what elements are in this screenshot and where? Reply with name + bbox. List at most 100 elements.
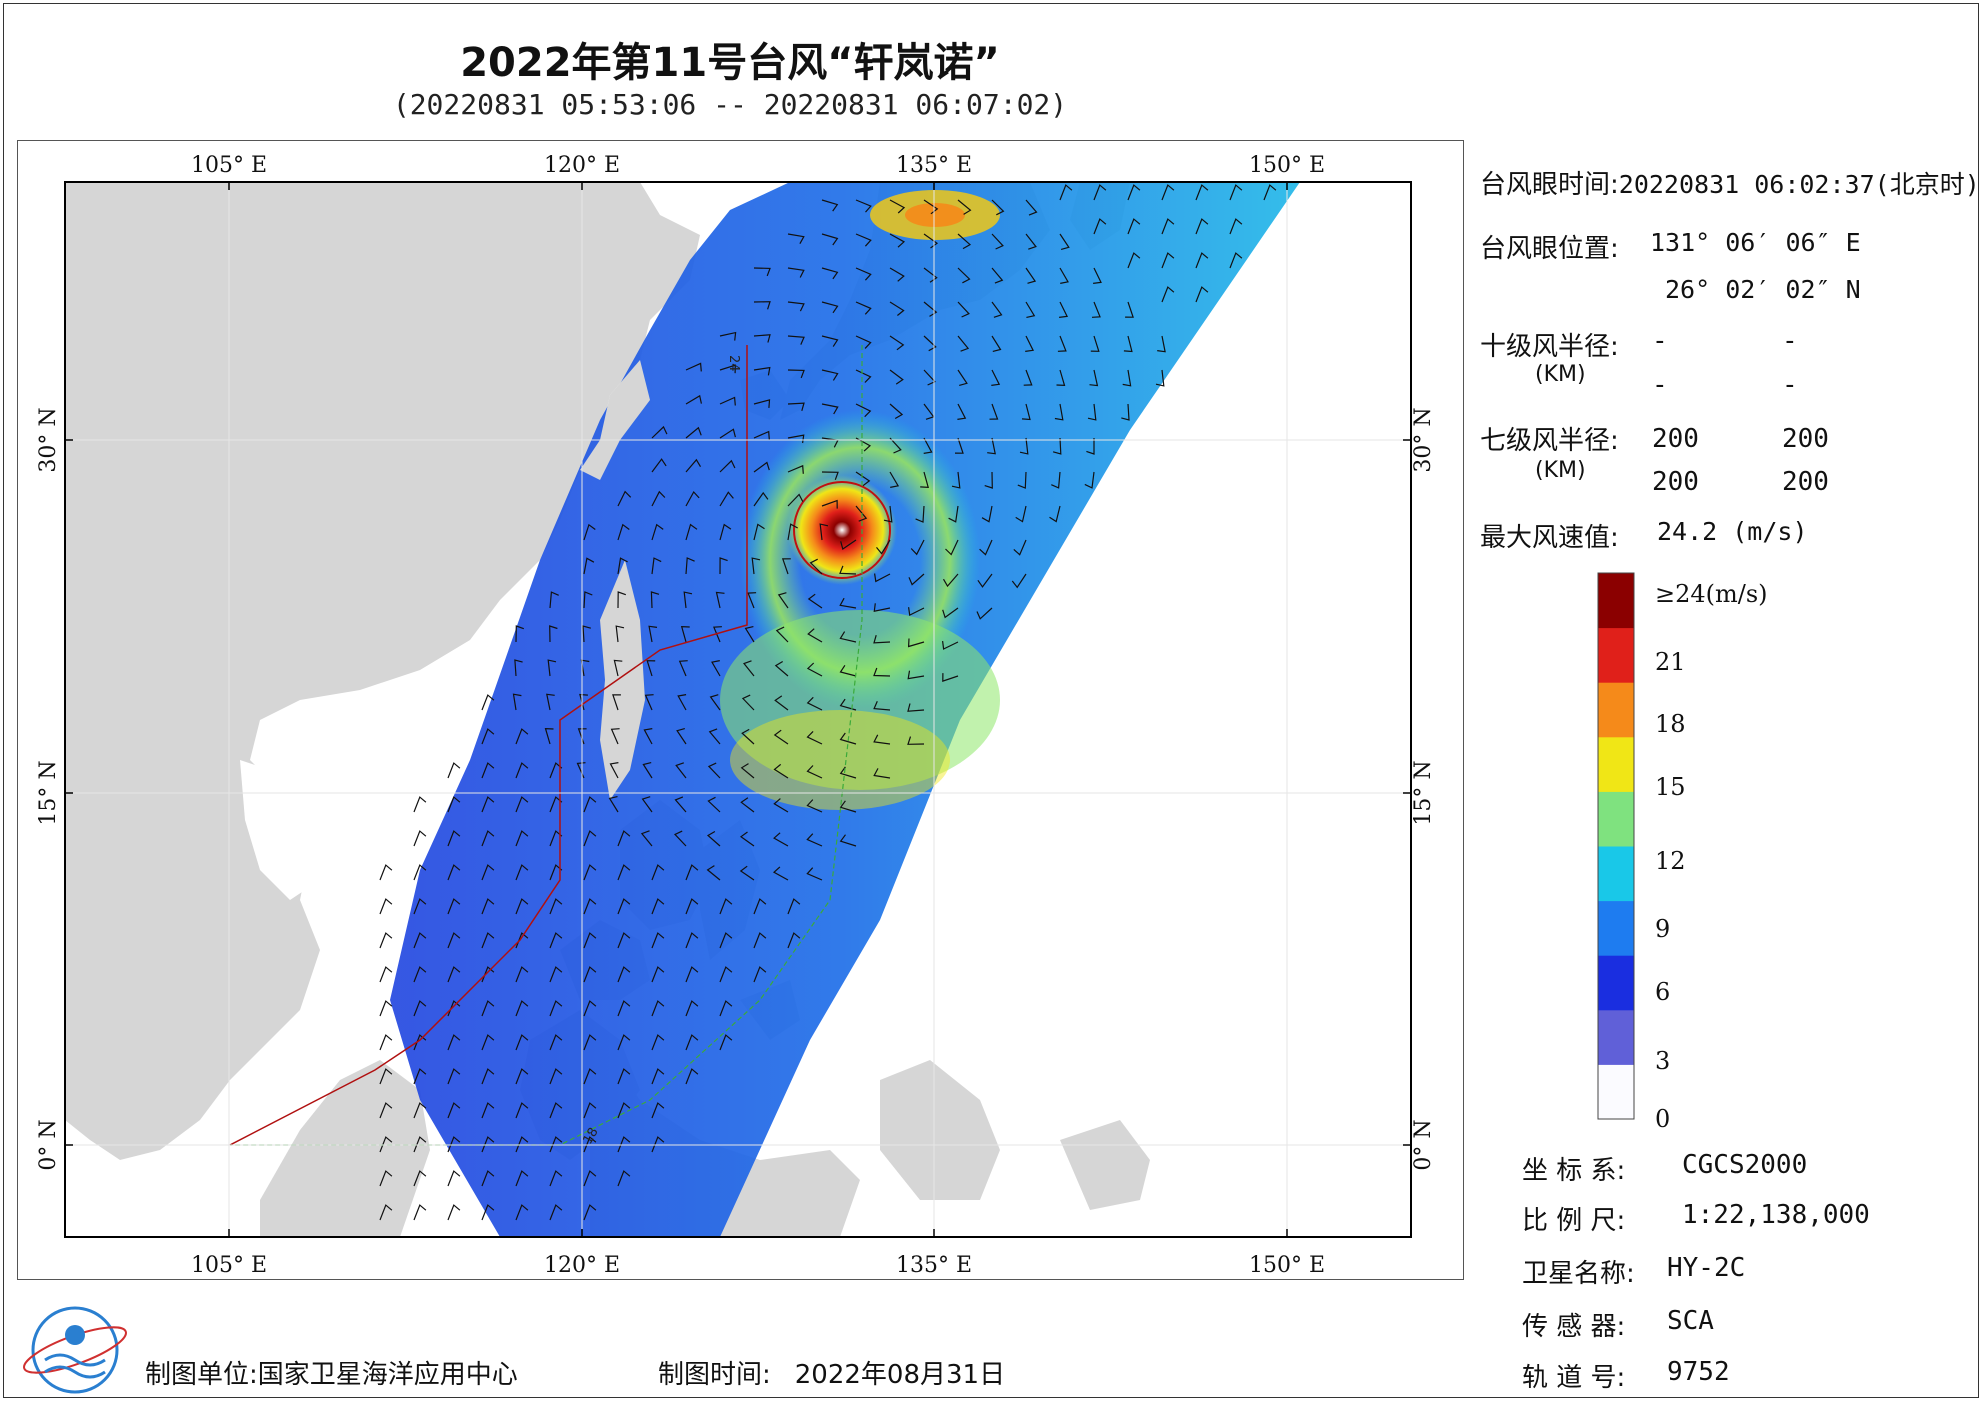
wind-barb (674, 796, 687, 813)
wind-barb (549, 625, 558, 643)
wind-barb (379, 1102, 393, 1119)
wind-barb (413, 1000, 427, 1017)
figure-border (3, 3, 1979, 1398)
wind-barb (651, 864, 665, 881)
top-lon-label-150: 150° E (1249, 153, 1325, 178)
r7-label: 七级风半径: (1480, 426, 1619, 456)
wind-barb (1125, 301, 1134, 318)
wind-barb (719, 1034, 733, 1051)
wind-barb (413, 932, 427, 949)
wind-barb (617, 1034, 631, 1051)
wind-barb (819, 523, 829, 541)
wind-barb (583, 1136, 597, 1153)
wind-barb (648, 625, 658, 643)
wind-barb (617, 864, 631, 881)
max-wind-value: 24.2 (m/s) (1657, 517, 1808, 546)
top-lon-label-135: 135° E (896, 153, 972, 178)
wind-barb (753, 491, 769, 507)
wind-barb (954, 437, 964, 454)
wind-barb (1025, 233, 1037, 250)
wind-barb (546, 693, 555, 711)
wind-barb (920, 471, 929, 489)
wind-barb (889, 403, 904, 420)
wind-barb (583, 898, 597, 915)
wind-barb (685, 362, 702, 372)
sensor-label: 传 感 器: (1522, 1312, 1626, 1342)
colorbar-segment (1598, 1064, 1634, 1120)
wind-barb (651, 932, 665, 949)
wind-barb (673, 830, 687, 847)
wind-barb (481, 932, 495, 949)
wind-barb (583, 830, 597, 847)
wind-barb (753, 898, 767, 915)
wind-barb (1021, 403, 1031, 421)
wind-barb (379, 1000, 393, 1017)
colorbar-segment (1598, 736, 1634, 792)
wind-barb (942, 673, 959, 682)
map-frame (17, 140, 1464, 1280)
colorbar-frame (1597, 572, 1635, 1120)
wind-barb (923, 199, 939, 215)
wind-barb (889, 471, 900, 488)
wind-barb (991, 233, 1004, 250)
wind-barb (874, 573, 891, 583)
wind-barb (806, 730, 823, 745)
wind-barb (907, 736, 925, 745)
wind-barb (981, 505, 993, 523)
wind-barb (753, 461, 770, 473)
wind-barb (447, 796, 461, 813)
wind-barb (719, 557, 728, 575)
r10-unit: (KM) (1535, 362, 1586, 387)
wind-barb (873, 701, 891, 711)
wind-barb (1161, 252, 1175, 269)
wind-barb (987, 437, 996, 455)
wind-barb (613, 659, 623, 677)
wind-barb (719, 523, 732, 541)
wind-barb (957, 233, 972, 250)
colorbar-label-24: ≥24(m/s) (1655, 580, 1768, 608)
wind-barb (923, 233, 939, 249)
wind-barb (707, 796, 721, 813)
wind-barb (685, 898, 699, 915)
wind-barb (481, 728, 495, 745)
wind-barb (873, 603, 891, 612)
wind-barb (549, 1000, 563, 1017)
colorbar-label-9: 9 (1655, 915, 1671, 943)
wind-barb (677, 694, 687, 711)
wind-barb (821, 267, 839, 280)
wind-barb (787, 932, 801, 949)
wind-barb (512, 693, 522, 711)
wind-barbs (379, 184, 1277, 1221)
wind-barb (1025, 267, 1037, 284)
wind-barb (1054, 403, 1064, 421)
wind-barb (651, 425, 668, 439)
wind-barb (685, 966, 699, 983)
wind-barb (777, 592, 789, 609)
wind-barb (889, 301, 905, 316)
wind-barb (907, 670, 925, 680)
wind-barb (753, 366, 771, 376)
wind-barb (379, 1170, 393, 1187)
wind-barb (979, 539, 993, 556)
wind-barb (583, 557, 595, 575)
wind-barb (515, 1102, 529, 1119)
wind-barb (839, 565, 857, 575)
wind-barb (889, 369, 904, 385)
wind-barb (481, 1204, 495, 1221)
wind-barb (413, 1170, 427, 1187)
wind-barb (515, 762, 529, 779)
wind-barb (617, 966, 631, 983)
wind-barb (1057, 335, 1067, 352)
scale-value: 1:22,138,000 (1682, 1200, 1870, 1230)
wind-barb (1229, 184, 1243, 201)
wind-barb (481, 1068, 495, 1085)
wind-barb (855, 267, 872, 281)
wind-barb (910, 539, 925, 556)
wind-barb (957, 335, 970, 352)
wind-barb (1023, 369, 1033, 386)
wind-barb (685, 426, 702, 439)
wind-barb (806, 662, 823, 677)
wind-barb (413, 830, 427, 847)
wind-barb (740, 797, 755, 813)
wind-barb (821, 499, 838, 509)
